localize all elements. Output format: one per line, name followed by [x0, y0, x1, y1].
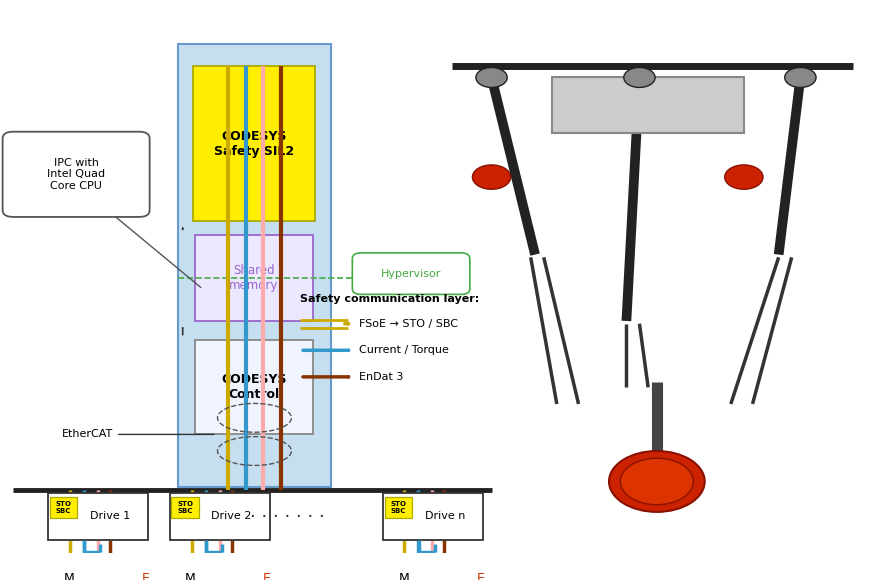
Circle shape [475, 67, 507, 88]
Text: Drive 1: Drive 1 [90, 511, 129, 521]
Text: · · · · · · ·: · · · · · · · [249, 509, 324, 527]
FancyBboxPatch shape [552, 78, 743, 133]
Text: Current / Torque: Current / Torque [359, 345, 448, 356]
Circle shape [242, 563, 291, 580]
Circle shape [121, 563, 169, 580]
Circle shape [608, 451, 704, 512]
Circle shape [623, 67, 654, 88]
Text: Safety communication layer:: Safety communication layer: [300, 294, 479, 304]
Text: EtherCAT: EtherCAT [62, 429, 214, 440]
Circle shape [166, 563, 215, 580]
FancyBboxPatch shape [195, 340, 313, 434]
Text: E: E [262, 572, 271, 580]
FancyBboxPatch shape [382, 492, 482, 539]
Circle shape [724, 165, 762, 189]
Circle shape [44, 563, 93, 580]
Text: FSoE → STO / SBC: FSoE → STO / SBC [359, 319, 458, 329]
Text: CODESYS
Safety SIL2: CODESYS Safety SIL2 [214, 130, 294, 158]
FancyBboxPatch shape [384, 498, 412, 519]
Text: E: E [475, 572, 484, 580]
FancyBboxPatch shape [169, 492, 269, 539]
Text: STO
SBC: STO SBC [177, 501, 193, 514]
Text: E: E [141, 572, 149, 580]
FancyBboxPatch shape [3, 132, 149, 217]
FancyBboxPatch shape [48, 492, 148, 539]
Circle shape [455, 563, 504, 580]
Text: Shared
memory: Shared memory [229, 264, 278, 292]
Text: M: M [63, 572, 74, 580]
FancyBboxPatch shape [352, 253, 469, 295]
FancyBboxPatch shape [171, 498, 199, 519]
Text: IPC with
Intel Quad
Core CPU: IPC with Intel Quad Core CPU [47, 158, 105, 191]
Text: Drive 2: Drive 2 [211, 511, 252, 521]
FancyBboxPatch shape [195, 235, 313, 321]
Circle shape [472, 165, 510, 189]
Text: Drive n: Drive n [424, 511, 465, 521]
Circle shape [784, 67, 815, 88]
Text: CODESYS
Control: CODESYS Control [221, 374, 287, 401]
Text: EnDat 3: EnDat 3 [359, 372, 403, 382]
Circle shape [620, 458, 693, 505]
FancyBboxPatch shape [50, 498, 77, 519]
Text: M: M [185, 572, 196, 580]
Circle shape [379, 563, 428, 580]
FancyBboxPatch shape [178, 44, 330, 487]
Text: STO
SBC: STO SBC [56, 501, 71, 514]
Text: M: M [398, 572, 408, 580]
Text: Hypervisor: Hypervisor [381, 269, 441, 278]
Text: STO
SBC: STO SBC [390, 501, 406, 514]
FancyBboxPatch shape [193, 66, 315, 222]
